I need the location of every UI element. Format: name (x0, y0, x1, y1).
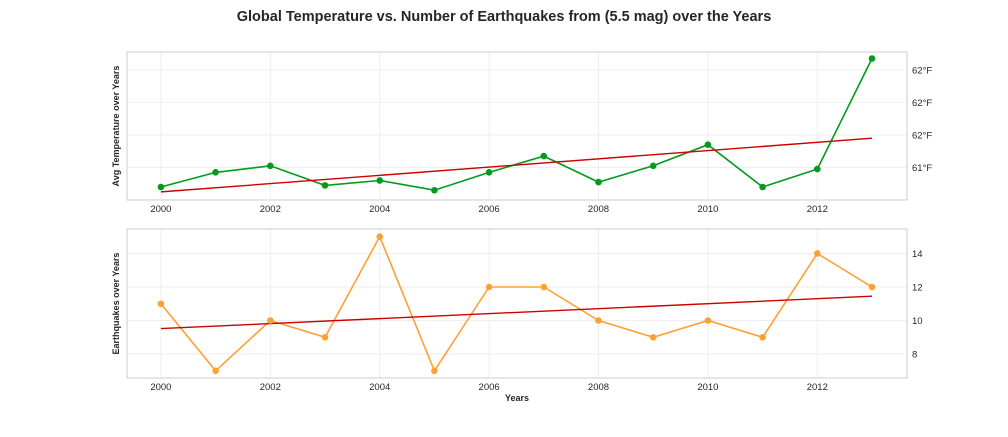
data-point (595, 317, 602, 324)
x-tick-label: 2012 (807, 382, 828, 393)
data-point (813, 250, 821, 257)
chart-title: Global Temperature vs. Number of Earthqu… (237, 9, 772, 25)
data-point (212, 169, 219, 176)
x-tick-label: 2004 (369, 204, 390, 215)
plot-frame (126, 51, 908, 201)
data-point (759, 333, 766, 341)
data-point (704, 317, 712, 324)
x-tick-label: 2002 (260, 204, 281, 215)
data-point (868, 55, 876, 62)
data-point (267, 162, 274, 170)
x-tick-label: 2006 (479, 204, 500, 215)
y-tick-label: 14 (912, 249, 923, 260)
trend-line (160, 137, 873, 193)
data-point (704, 141, 712, 149)
y-axis-label: Avg Temperature over Years (111, 66, 121, 187)
data-point (868, 283, 876, 291)
x-tick-label: 2000 (150, 204, 171, 215)
data-point (485, 169, 493, 176)
data-point (431, 186, 438, 194)
data-point (157, 183, 165, 191)
y-tick-label: 10 (912, 316, 923, 327)
plot-frame (126, 228, 908, 379)
data-point (759, 183, 766, 191)
series-line (160, 234, 873, 373)
x-tick-label: 2012 (807, 204, 828, 215)
y-tick-label: 12 (912, 282, 923, 293)
data-point (431, 367, 438, 375)
x-axis-label: Years (505, 393, 529, 403)
data-point (212, 367, 219, 375)
y-tick-label: 62°F (912, 65, 932, 76)
x-tick-label: 2008 (588, 204, 609, 215)
data-point (376, 233, 384, 241)
data-point (595, 178, 602, 186)
data-point (376, 177, 384, 184)
x-tick-label: 2008 (588, 382, 609, 393)
y-tick-label: 8 (912, 350, 917, 361)
data-point (540, 283, 548, 291)
y-tick-label: 62°F (912, 98, 932, 109)
x-tick-label: 2002 (260, 382, 281, 393)
data-point (813, 165, 821, 173)
data-point (649, 162, 657, 170)
data-point (157, 300, 165, 308)
y-tick-label: 62°F (912, 130, 932, 141)
y-axis-label: Earthquakes over Years (111, 253, 121, 355)
x-tick-label: 2006 (479, 382, 500, 393)
x-tick-label: 2000 (150, 382, 171, 393)
data-point (267, 317, 274, 324)
temperature-subplot: 2000 2002 2004 2006 2008 2010 2012 61°F 62°F 62°F… (111, 51, 932, 215)
y-tick-label: 61°F (912, 163, 932, 174)
earthquakes-subplot: 2000 2002 2004 2006 2008 2010 2012 8 10 12 14 Earth… (111, 228, 923, 403)
x-tick-label: 2004 (369, 382, 390, 393)
trend-line (160, 295, 873, 330)
data-point (321, 333, 329, 341)
data-point (485, 283, 493, 291)
data-point (649, 333, 657, 341)
x-tick-label: 2010 (697, 382, 718, 393)
data-point (321, 182, 329, 189)
series-line (160, 58, 873, 192)
data-point (540, 152, 548, 160)
x-tick-label: 2010 (697, 204, 718, 215)
